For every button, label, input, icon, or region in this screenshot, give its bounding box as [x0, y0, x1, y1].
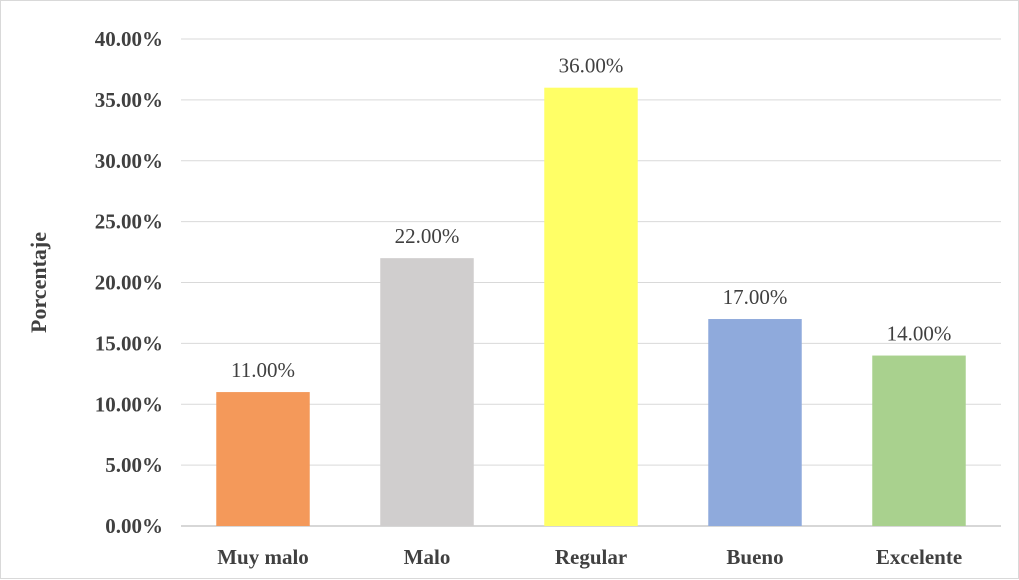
data-label: 22.00% — [395, 224, 460, 248]
x-tick-label: Bueno — [726, 545, 783, 569]
x-axis-ticks: Muy malo Malo Regular Bueno Excelente — [217, 545, 962, 569]
x-tick-label: Malo — [404, 545, 451, 569]
x-tick-label: Muy malo — [217, 545, 309, 569]
y-tick-label: 40.00% — [95, 27, 163, 51]
data-label: 14.00% — [887, 322, 952, 346]
bar — [708, 319, 802, 526]
bar — [216, 392, 310, 526]
bars — [216, 87, 966, 526]
y-tick-label: 10.00% — [95, 392, 163, 416]
y-tick-label: 25.00% — [95, 210, 163, 234]
y-axis-ticks: 0.00% 5.00% 10.00% 15.00% 20.00% 25.00% 30.00%… — [95, 27, 163, 538]
bar — [380, 258, 474, 526]
y-axis-title: Porcentaje — [26, 232, 51, 333]
data-labels: 11.00% 22.00% 36.00% 17.00% 14.00% — [231, 54, 951, 382]
y-tick-label: 20.00% — [95, 271, 163, 295]
x-tick-label: Excelente — [876, 545, 962, 569]
y-tick-label: 0.00% — [105, 514, 163, 538]
data-label: 17.00% — [723, 285, 788, 309]
bar — [544, 87, 638, 526]
data-label: 36.00% — [559, 54, 624, 78]
y-tick-label: 30.00% — [95, 149, 163, 173]
y-tick-label: 35.00% — [95, 88, 163, 112]
data-label: 11.00% — [231, 358, 295, 382]
bar — [872, 355, 966, 526]
y-tick-label: 15.00% — [95, 331, 163, 355]
x-tick-label: Regular — [555, 545, 627, 569]
y-tick-label: 5.00% — [105, 453, 163, 477]
